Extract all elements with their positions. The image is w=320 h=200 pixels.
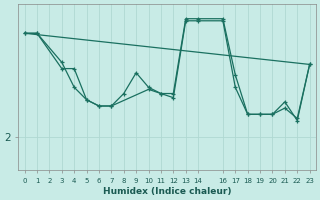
X-axis label: Humidex (Indice chaleur): Humidex (Indice chaleur) <box>103 187 231 196</box>
